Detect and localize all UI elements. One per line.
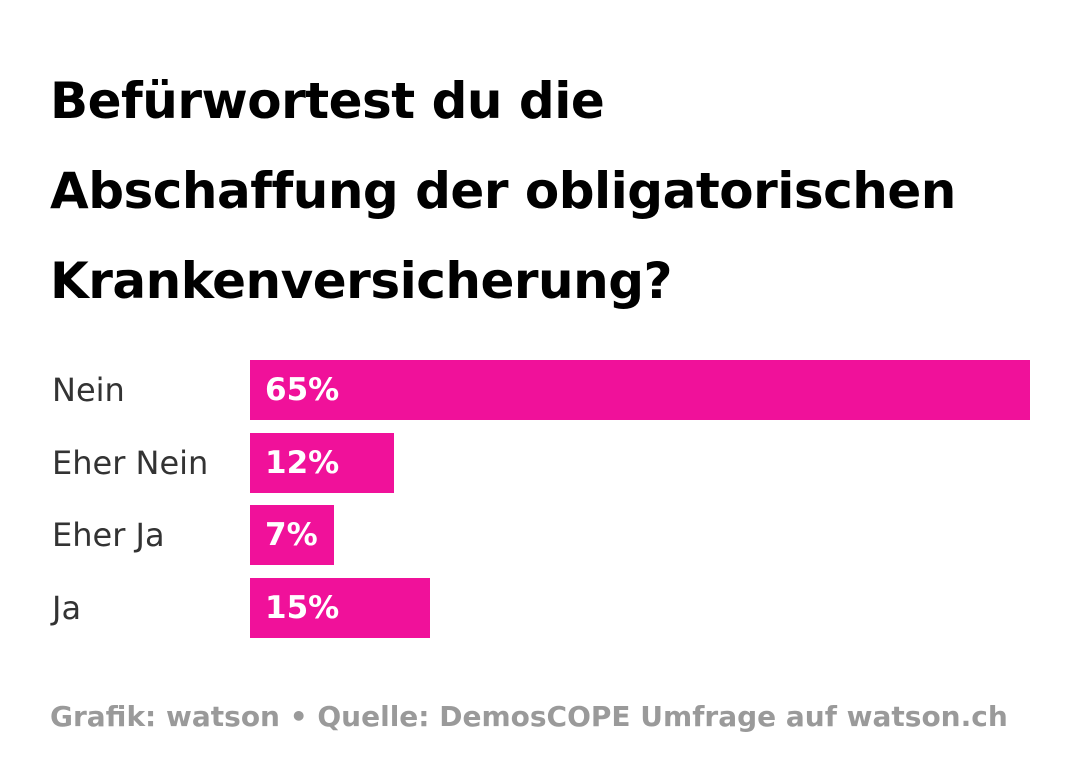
value-label-eher-ja: 7%	[265, 517, 318, 553]
category-label-eher-nein: Eher Nein	[52, 443, 209, 482]
bar-eher-ja	[250, 505, 334, 565]
chart-title: Befürwortest du die Abschaffung der obli…	[50, 56, 1050, 326]
category-label-eher-ja: Eher Ja	[52, 516, 165, 554]
bar-ja	[250, 577, 430, 638]
chart-title-line-3: Krankenversicherung?	[50, 252, 673, 310]
chart-title-line-2: Abschaffung der obligatorischen	[50, 162, 956, 220]
value-label-ja: 15%	[265, 589, 340, 626]
bar-eher-nein	[250, 432, 394, 493]
category-label-ja: Ja	[52, 588, 82, 627]
source-footer: Grafik: watson • Quelle: DemosCOPE Umfra…	[50, 700, 1008, 733]
bar-nein	[250, 360, 1030, 420]
value-label-eher-nein: 12%	[265, 444, 340, 481]
chart-title-line-1: Befürwortest du die	[50, 72, 605, 130]
category-label-nein: Nein	[52, 371, 125, 409]
value-label-nein: 65%	[265, 372, 340, 408]
